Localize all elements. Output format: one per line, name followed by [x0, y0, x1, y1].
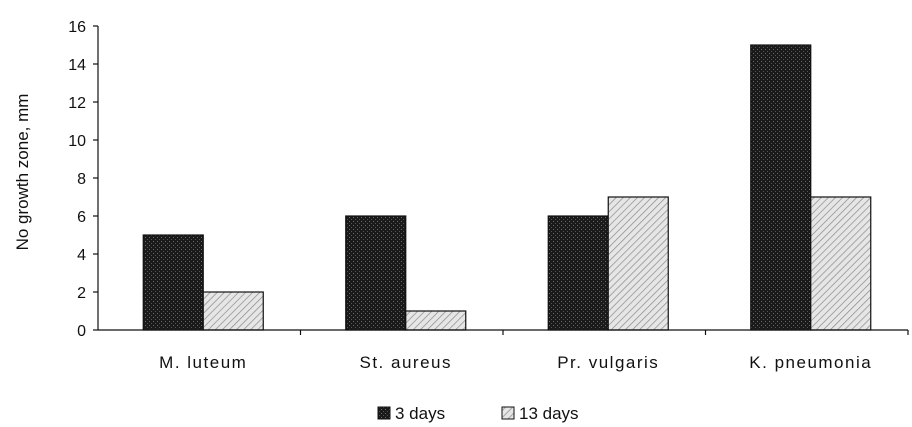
y-tick-label: 8	[77, 171, 86, 188]
legend: 3 days 13 days	[377, 404, 579, 423]
x-axis-category-labels: M. luteum St. aureus Pr. vulgaris K. pneumo…	[159, 353, 872, 372]
y-tick-label: 12	[68, 95, 86, 112]
bar-series-2-3	[810, 196, 872, 331]
bar-series-1-1	[345, 215, 407, 331]
bar-series-1-3	[750, 44, 812, 331]
bar-series-2-1	[405, 310, 467, 331]
legend-swatch-2	[501, 406, 515, 420]
y-tick-label: 6	[77, 209, 86, 226]
y-tick-label: 10	[68, 133, 86, 150]
x-category-label: Pr. vulgaris	[557, 353, 659, 372]
bars-group	[142, 44, 909, 335]
y-tick-label: 2	[77, 285, 86, 302]
bar-series-2-0	[202, 291, 264, 331]
y-tick-label: 0	[77, 323, 86, 340]
y-axis-label: No growth zone, mm	[13, 94, 32, 251]
x-category-label: M. luteum	[159, 353, 247, 372]
legend-label-2: 13 days	[519, 404, 579, 423]
y-tick-label: 16	[68, 19, 86, 36]
y-tick-label: 14	[68, 57, 86, 74]
x-category-label: K. pneumonia	[749, 353, 872, 372]
bar-series-1-0	[142, 234, 204, 331]
y-axis-ticks: 0 2 4 6 8 10 12 14 16	[68, 19, 98, 340]
legend-label-1: 3 days	[395, 404, 445, 423]
legend-swatch-1	[377, 406, 391, 420]
x-category-label: St. aureus	[360, 353, 453, 372]
y-tick-label: 4	[77, 247, 86, 264]
bar-series-2-2	[607, 196, 669, 331]
bar-series-1-2	[547, 215, 609, 331]
